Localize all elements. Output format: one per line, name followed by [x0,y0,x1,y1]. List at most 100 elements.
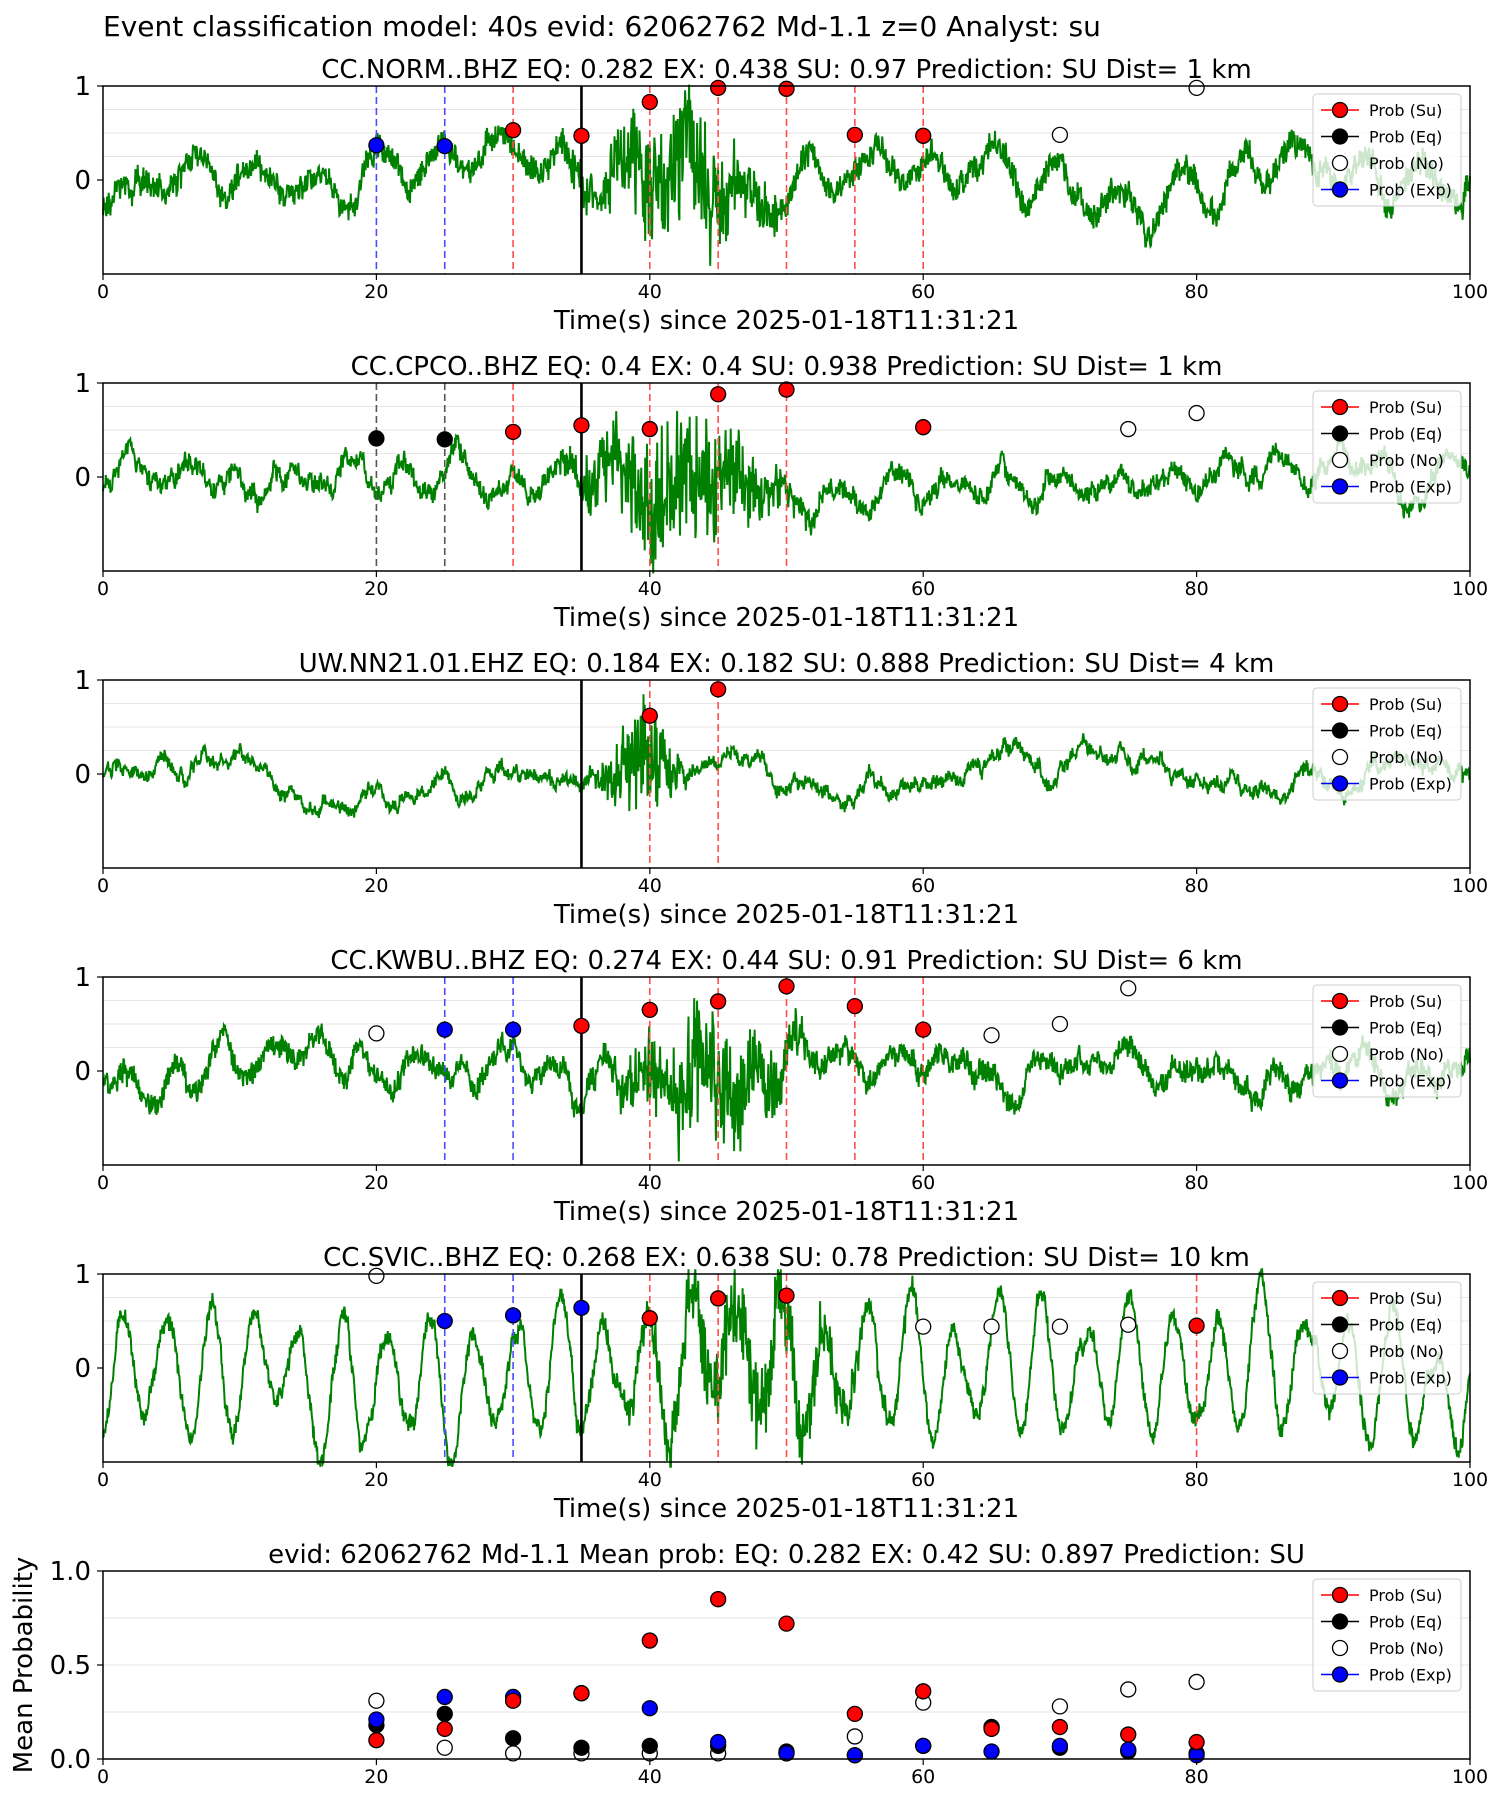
prob-marker-su [846,126,863,144]
x-tick-label: 60 [911,578,935,600]
legend: Prob (Su) Prob (Eq) Prob (No) Prob (Exp) [1312,390,1462,504]
prob-marker-exp [436,1312,453,1330]
prob-marker-eq [641,1737,658,1754]
prob-marker-no [368,1692,385,1709]
legend-box [1312,687,1462,801]
x-axis-label: Time(s) since 2025-01-18T11:31:21 [553,603,1019,633]
prob-marker-su [778,1287,795,1304]
x-axis-label: Time(s) since 2025-01-18T11:31:21 [553,1197,1019,1227]
x-tick-label: 60 [911,1469,935,1491]
legend: Prob (Su) Prob (Eq) Prob (No) Prob (Exp) [1312,93,1462,207]
y-tick-label: 0 [74,1354,91,1384]
x-tick-label: 80 [1185,1172,1209,1194]
prob-marker-eq [504,1730,522,1747]
prob-marker-no [368,1267,385,1285]
prob-marker-no [983,1318,1000,1335]
legend-label-eq: Prob (Eq) [1369,1019,1442,1038]
y-tick-label: 1 [74,1260,91,1290]
prob-marker-eq [368,430,385,447]
legend-marker-exp [1331,1369,1349,1386]
y-axis-label: Mean Probability [9,1557,39,1774]
x-tick-label: 100 [1452,578,1488,600]
legend-label-exp: Prob (Exp) [1369,181,1452,200]
x-tick-label: 60 [911,1766,935,1788]
prob-marker-su [504,423,522,441]
x-tick-label: 20 [364,1172,388,1194]
prob-marker-no [915,1318,932,1335]
prob-marker-su [1051,1718,1069,1736]
x-tick-label: 40 [638,281,662,303]
legend-label-su: Prob (Su) [1369,1289,1442,1308]
prob-marker-eq [436,1705,453,1723]
legend-label-exp: Prob (Exp) [1369,1072,1452,1091]
x-tick-label: 100 [1452,875,1488,897]
prob-marker-exp [368,137,385,154]
x-tick-label: 20 [364,1469,388,1491]
y-tick-label: 0.0 [50,1745,91,1775]
x-tick-label: 80 [1185,875,1209,897]
legend-label-su: Prob (Su) [1369,101,1442,120]
subplot-title: CC.KWBU..BHZ EQ: 0.274 EX: 0.44 SU: 0.91… [330,946,1242,976]
subplot-3: UW.NN21.01.EHZ EQ: 0.184 EX: 0.182 SU: 0… [74,649,1488,930]
prob-marker-exp [436,138,453,155]
prob-marker-su [641,1310,658,1327]
legend-marker-eq [1331,722,1349,739]
y-tick-label: 0 [74,166,91,196]
x-tick-label: 100 [1452,281,1488,303]
x-tick-label: 60 [911,875,935,897]
prob-marker-no [1120,980,1137,997]
legend-marker-no [1331,451,1349,469]
prob-marker-no [846,1728,863,1745]
prob-marker-eq [436,431,453,448]
prob-marker-exp [504,1021,522,1038]
legend-marker-no [1331,154,1349,172]
prob-marker-no [1051,1015,1069,1033]
prob-marker-su [778,1615,795,1632]
prob-marker-no [436,1739,453,1756]
legend: Prob (Su) Prob (Eq) Prob (No) Prob (Exp) [1312,687,1462,801]
prob-marker-su [504,1692,522,1709]
x-tick-label: 80 [1185,1469,1209,1491]
waveform-trace [102,694,1471,819]
x-tick-label: 0 [97,281,109,303]
prob-marker-exp [436,1021,453,1038]
axes-frame [102,679,1471,869]
legend-marker-su [1331,1289,1349,1307]
prob-marker-no [1051,1318,1069,1335]
legend-label-exp: Prob (Exp) [1369,1369,1452,1388]
subplot-4: CC.KWBU..BHZ EQ: 0.274 EX: 0.44 SU: 0.91… [74,946,1488,1227]
prob-marker-su [710,1591,727,1608]
prob-marker-su [710,993,727,1010]
legend-marker-eq [1331,425,1349,442]
prob-marker-exp [846,1747,863,1764]
prob-marker-exp [436,1688,453,1706]
legend-marker-no [1331,1342,1349,1360]
prob-marker-su [846,1705,863,1723]
y-tick-label: 1 [74,72,91,102]
prob-marker-su [915,1021,932,1038]
legend-label-exp: Prob (Exp) [1369,478,1452,497]
waveform-trace [102,998,1471,1162]
legend-label-eq: Prob (Eq) [1369,425,1442,444]
prob-marker-exp [983,1743,1000,1760]
legend-label-eq: Prob (Eq) [1369,722,1442,741]
legend: Prob (Su) Prob (Eq) Prob (No) Prob (Exp) [1312,984,1462,1098]
legend-label-no: Prob (No) [1369,154,1444,173]
legend-marker-eq [1331,1316,1349,1333]
legend-box [1312,1578,1462,1692]
y-tick-label: 0.5 [50,1651,91,1681]
legend-marker-exp [1331,181,1349,198]
x-tick-label: 60 [911,281,935,303]
legend-label-no: Prob (No) [1369,451,1444,470]
x-tick-label: 80 [1185,281,1209,303]
prob-marker-su [368,1732,385,1749]
prob-marker-su [641,707,658,724]
legend-label-no: Prob (No) [1369,1342,1444,1361]
y-tick-label: 1.0 [50,1557,91,1587]
prob-marker-no [1120,420,1137,438]
legend-label-eq: Prob (Eq) [1369,128,1442,147]
y-tick-label: 0 [74,1057,91,1087]
prob-marker-exp [1120,1741,1137,1758]
prob-marker-su [710,1290,727,1307]
